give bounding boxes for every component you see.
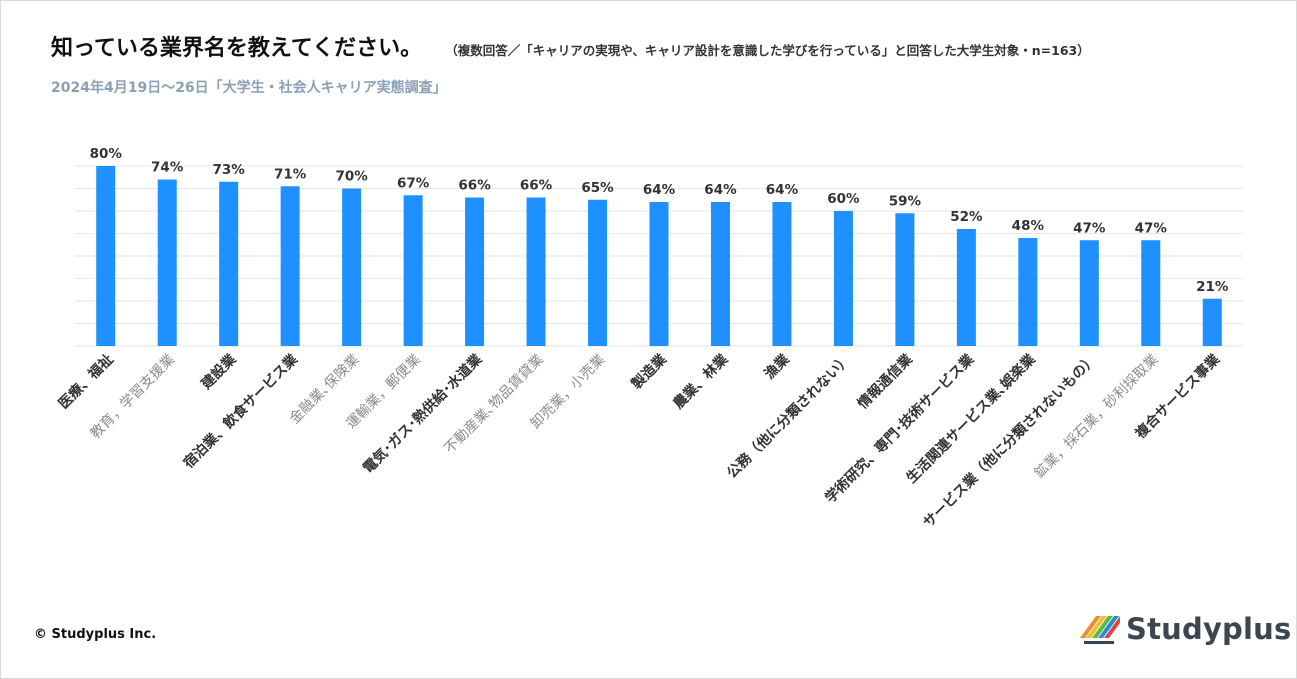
logo-stripe — [1098, 616, 1119, 638]
value-label: 64% — [704, 182, 737, 198]
chart-subtitle: 2024年4月19日～26日「大学生・社会人キャリア実態調査」 — [51, 80, 447, 96]
category-label: 公務（他に分類されない） — [723, 351, 854, 482]
value-label: 74% — [151, 160, 184, 176]
value-label: 65% — [581, 180, 614, 196]
chart-title: 知っている業界名を教えてください。 — [51, 36, 423, 61]
bar — [465, 197, 485, 346]
bar — [1141, 240, 1161, 346]
bar — [280, 186, 300, 346]
bar — [96, 166, 116, 346]
value-label: 71% — [274, 166, 307, 182]
value-label: 66% — [520, 178, 553, 194]
logo-stripe — [1104, 616, 1120, 638]
logo-stripe — [1080, 616, 1101, 638]
value-label: 66% — [458, 178, 491, 194]
category-label: 生活関連サービス業､娯楽業 — [903, 350, 1039, 486]
bar — [649, 202, 669, 346]
value-label: 47% — [1135, 220, 1168, 236]
brand-name: Studyplus — [1126, 612, 1292, 646]
value-label: 80% — [90, 146, 123, 162]
category-label: 製造業 — [627, 350, 670, 393]
value-label: 64% — [766, 182, 799, 198]
bar — [1079, 240, 1099, 346]
value-label: 21% — [1196, 279, 1229, 295]
category-label: 情報通信業 — [854, 350, 916, 412]
studyplus-logo-icon — [1080, 616, 1120, 644]
bar — [157, 179, 177, 346]
category-label: 医療、福祉 — [55, 351, 117, 413]
category-label: 漁業 — [761, 350, 794, 383]
bar — [956, 229, 976, 346]
value-label: 52% — [950, 209, 983, 225]
value-label: 47% — [1073, 220, 1106, 236]
category-label: 宿泊業、飲食サービス業 — [180, 350, 302, 472]
bar — [219, 181, 239, 346]
category-label: 農業、林業 — [670, 350, 732, 412]
bar — [1202, 298, 1222, 346]
brand-logo: Studyplus — [1078, 610, 1291, 648]
bar-chart: 80%医療、福祉74%教育，学習支援業73%建設業71%宿泊業、飲食サービス業7… — [55, 146, 1243, 531]
bar — [588, 199, 608, 346]
bar — [526, 197, 546, 346]
value-label: 48% — [1012, 218, 1045, 234]
title-row: 知っている業界名を教えてください。 （複数回答／「キャリアの実現や、キャリア設計… — [51, 30, 1090, 62]
value-label: 67% — [397, 175, 430, 191]
bar — [772, 202, 792, 346]
bar — [710, 202, 730, 346]
logo-stripe — [1086, 616, 1107, 638]
value-label: 73% — [213, 162, 246, 178]
copyright: © Studyplus Inc. — [34, 627, 157, 642]
category-label: 電気･ガス･熱供給･水道業 — [360, 350, 487, 477]
logo-stripe — [1092, 616, 1113, 638]
bar — [895, 213, 915, 346]
bar — [833, 211, 853, 346]
bar — [403, 195, 423, 346]
value-label: 60% — [827, 191, 860, 207]
value-label: 64% — [643, 182, 676, 198]
value-label: 59% — [889, 193, 922, 209]
category-label: 鉱業，採石業，砂利採取業 — [1031, 351, 1162, 482]
chart-note: （複数回答／「キャリアの実現や、キャリア設計を意識した学びを行っている」と回答し… — [445, 43, 1090, 58]
category-label: 建設業 — [198, 350, 240, 392]
bar — [1018, 238, 1038, 346]
bar — [342, 188, 362, 346]
value-label: 70% — [335, 169, 368, 185]
logo-base — [1084, 641, 1114, 644]
